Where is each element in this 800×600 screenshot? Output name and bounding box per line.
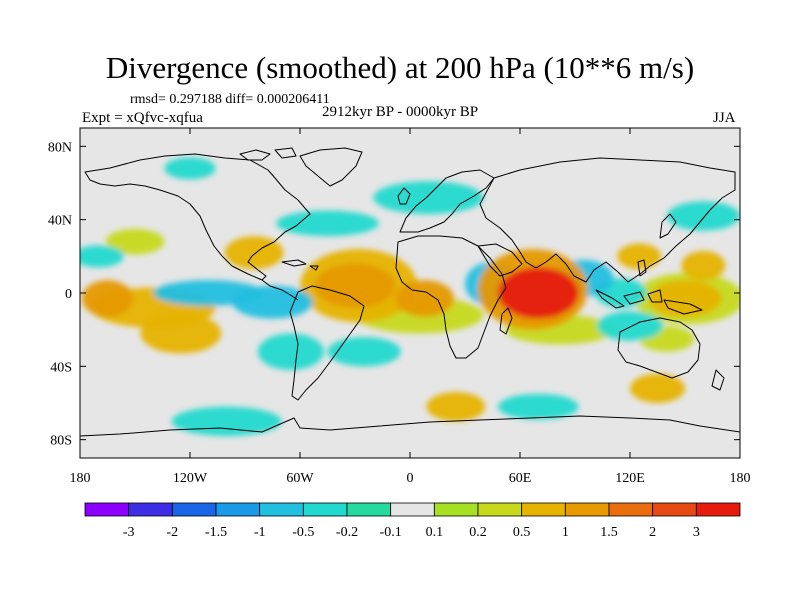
colorbar-box (433, 502, 479, 517)
feature-south-atlantic-neg (327, 337, 401, 367)
feature-tropical-atlantic-pos (314, 263, 396, 308)
colorbar-box (302, 502, 348, 517)
feature-north-pacific-neg (666, 201, 740, 231)
x-tick-label: 120E (615, 471, 645, 486)
feature-southern-ocean-pos1 (426, 392, 486, 422)
colorbar-label: -1 (254, 525, 266, 540)
coast-australia (617, 317, 701, 379)
coast-arabia (477, 243, 523, 277)
coast-philippines (637, 259, 647, 277)
colorbar-box (695, 502, 741, 517)
colorbar-label: 0.5 (513, 525, 531, 540)
coast-arctic-islands (239, 147, 297, 161)
feature-north-pacific-pos (105, 228, 165, 255)
coast-greenland (299, 147, 363, 187)
coastlines (80, 147, 740, 437)
y-tick-label: 80N (48, 140, 72, 155)
feature-west-pacific-pos (648, 280, 722, 317)
colorbar-label: -3 (123, 525, 135, 540)
colorbar-box (390, 502, 435, 517)
x-tick-label: 180 (70, 471, 91, 486)
colorbar-label: -0.1 (380, 525, 402, 540)
coast-japan (659, 213, 677, 239)
feature-arctic-neg (164, 157, 216, 180)
y-tick-label: 80S (50, 434, 72, 449)
feature-east-asia-pos (617, 243, 662, 270)
map-field (80, 128, 740, 458)
experiment-text: Expt = xQfvc-xqfua (82, 110, 203, 126)
x-tick-label: 60E (509, 471, 532, 486)
x-tick-label: 0 (407, 471, 414, 486)
colorbar-box (608, 502, 654, 517)
coast-antarctica (80, 415, 740, 437)
coast-new-zealand (711, 369, 725, 391)
feature-east-asia-pos2 (681, 250, 726, 281)
colorbar-box (84, 502, 130, 517)
feature-southern-ocean-neg2 (497, 393, 579, 420)
colorbar-label: 2 (649, 525, 656, 540)
colorbar-box (564, 502, 610, 517)
chart-title: Divergence (smoothed) at 200 hPa (10**6 … (105, 50, 695, 85)
y-tick-label: 40N (48, 214, 72, 229)
colorbar-box (259, 502, 304, 517)
feature-arabian-sea-max (497, 267, 579, 319)
colorbar-label: 0.2 (469, 525, 487, 540)
coast-central-america (261, 279, 299, 301)
colorbar-box (521, 502, 566, 517)
colorbar-box (128, 502, 173, 517)
colorbar: -3 -2 -1.5 -1 -0.5 -0.2 -0.1 0.1 0.2 0.5 1 1.5 2 3 (84, 502, 741, 540)
colorbar-box (215, 502, 261, 517)
x-tick-label: 60W (286, 471, 314, 486)
y-tick-label: 40S (50, 360, 72, 375)
feature-west-africa-pos (395, 280, 454, 317)
x-tick-label: 120W (173, 471, 208, 486)
colorbar-label: -2 (166, 525, 178, 540)
colorbar-box (477, 502, 523, 517)
colorbar-label: 0.1 (426, 525, 444, 540)
feature-north-atlantic-neg (276, 210, 379, 237)
colorbar-label: 3 (693, 525, 700, 540)
stats-text: rmsd= 0.297188 diff= 0.000206411 (130, 92, 330, 107)
colorbar-label: -0.2 (336, 525, 358, 540)
colorbar-label: 1 (562, 525, 569, 540)
feature-south-pacific-pos (140, 313, 222, 354)
feature-amazon-neg (232, 285, 313, 319)
coast-asia (479, 157, 736, 283)
y-tick-label: 0 (65, 287, 72, 302)
season-text: JJA (713, 110, 736, 126)
coast-south-america (289, 285, 365, 401)
x-tick-label: 180 (730, 471, 751, 486)
coast-indonesia (595, 289, 703, 315)
colorbar-box (652, 502, 697, 517)
coast-caribbean (281, 259, 319, 271)
colorbar-box (171, 502, 217, 517)
colorbar-label: -1.5 (205, 525, 227, 540)
divergence-contours (80, 157, 740, 437)
feature-southern-ocean-neg1 (171, 406, 282, 437)
feature-south-america-neg (257, 333, 324, 370)
feature-east-pacific-neg (80, 245, 124, 268)
feature-southern-ocean-pos2 (630, 373, 685, 404)
feature-europe-neg (373, 181, 484, 215)
axes: 180 120W 60W 0 60E 120E 180 80N 40N 0 40S 80S (48, 128, 751, 486)
colorbar-label: 1.5 (600, 525, 618, 540)
coast-british-isles (397, 187, 411, 205)
colorbar-box (346, 502, 392, 517)
feature-equatorial-east-pacific-pos (81, 280, 134, 317)
colorbar-label: -0.5 (292, 525, 314, 540)
period-text: 2912kyr BP - 0000kyr BP (322, 104, 479, 120)
coast-madagascar (499, 307, 513, 335)
coast-north-america (84, 153, 311, 281)
coast-africa (395, 235, 507, 359)
feature-australia-neg (597, 311, 663, 341)
